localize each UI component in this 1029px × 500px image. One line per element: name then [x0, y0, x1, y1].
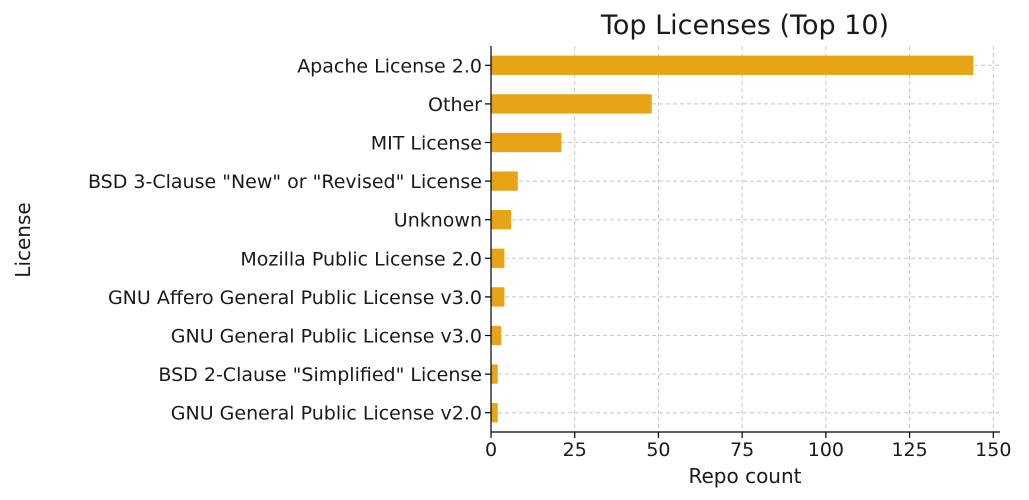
- y-tick-label-9: GNU General Public License v2.0: [171, 403, 482, 425]
- bar-3: [491, 171, 518, 191]
- x-tick-label-4: 100: [808, 439, 844, 461]
- bar-1: [491, 94, 652, 114]
- x-tick-label-6: 150: [975, 439, 1011, 461]
- bar-6: [491, 287, 505, 307]
- y-tick-label-6: GNU Affero General Public License v3.0: [108, 287, 482, 309]
- x-tick-label-1: 25: [563, 439, 587, 461]
- bar-7: [491, 325, 502, 346]
- chart-title: Top Licenses (Top 10): [600, 10, 889, 41]
- x-tick-label-5: 125: [891, 439, 927, 461]
- y-tick-label-8: BSD 2-Clause "Simplified" License: [158, 364, 482, 386]
- x-tick-label-2: 50: [646, 439, 670, 461]
- bar-8: [491, 364, 498, 384]
- y-tick-label-2: MIT License: [371, 133, 482, 155]
- bar-layer: [491, 55, 974, 423]
- x-tick-label-0: 0: [485, 439, 497, 461]
- y-axis-label: License: [11, 202, 35, 277]
- y-tick-label-3: BSD 3-Clause "New" or "Revised" License: [88, 171, 482, 193]
- bar-4: [491, 210, 512, 230]
- x-axis-label: Repo count: [688, 464, 801, 488]
- y-tick-label-1: Other: [428, 94, 482, 116]
- bar-5: [491, 248, 505, 268]
- y-tick-label-4: Unknown: [394, 210, 482, 232]
- y-tick-label-0: Apache License 2.0: [297, 55, 482, 77]
- bar-0: [491, 55, 974, 75]
- bar-9: [491, 403, 498, 423]
- axis-layer: 0 25 50 75 100 125 150 Apache License 2.0 Other M…: [88, 46, 1011, 461]
- y-tick-label-7: GNU General Public License v3.0: [171, 326, 482, 348]
- x-tick-label-3: 75: [730, 439, 754, 461]
- y-tick-label-5: Mozilla Public License 2.0: [240, 248, 482, 270]
- bar-2: [491, 132, 562, 153]
